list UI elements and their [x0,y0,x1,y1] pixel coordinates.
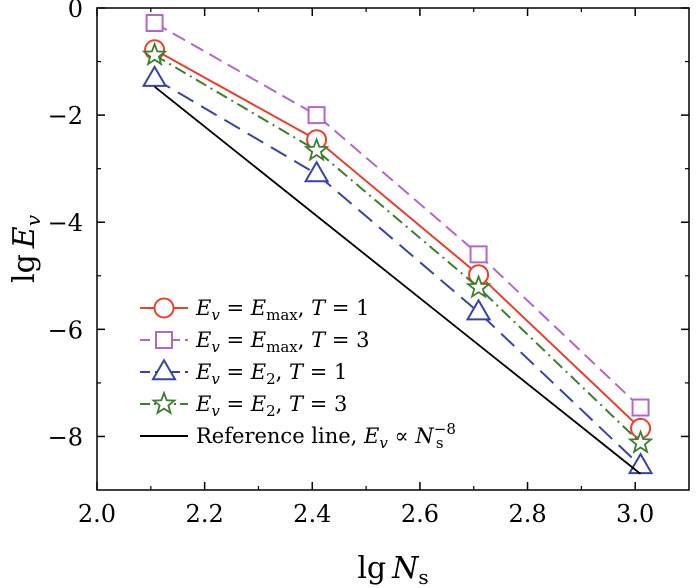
marker-square [307,106,326,125]
plot-area [96,7,690,491]
x-tick-label: 2.8 [508,500,546,528]
legend-item-4: Ev = E2, T = 3 [140,390,347,420]
marker-star [627,429,654,454]
marker-triangle [151,358,177,381]
marker-star [303,136,330,162]
marker-triangle [141,64,168,87]
series-line [154,48,642,430]
legend-label: Reference line, Ev ∝ N−8 s [196,420,456,452]
series-line [154,22,642,409]
y-tick-label: −8 [48,423,83,451]
marker-square [145,13,164,32]
y-tick-label: −2 [48,102,83,130]
marker-circle [153,297,175,319]
legend-label: Ev = Emax, T = 1 [195,296,369,324]
axis-titles: lg Ns lgEv [7,214,429,588]
marker-square [155,331,173,349]
x-tick-label: 2.4 [293,500,331,528]
x-tick-label: 2.2 [186,500,224,528]
marker-star [465,273,492,299]
legend-item-2: Ev = Emax, T = 3 [140,328,369,356]
marker-triangle [627,452,654,475]
series-line [154,77,642,467]
marker-triangle [303,160,330,183]
legend-label: Ev = E2, T = 1 [195,360,347,388]
x-tick-label: 3.0 [616,500,654,528]
marker-star [141,41,168,67]
marker-star [151,390,177,415]
legend: Ev = Emax, T = 1 Ev = Emax, T = 3 Ev = E2,… [140,296,456,452]
y-tick-label: −6 [48,316,83,344]
y-tick-label: −4 [48,209,83,237]
legend-label: Ev = E2, T = 3 [195,392,347,420]
series-line [154,86,642,475]
y-axis-title: lgEv [7,214,45,283]
x-axis-title: lg Ns [357,551,428,588]
legend-item-1: Ev = Emax, T = 1 [140,296,369,324]
legend-item-3: Ev = E2, T = 1 [140,358,347,388]
series-layer [141,13,654,475]
series-3 [141,64,654,475]
series-4 [141,41,654,454]
legend-label: Ev = Emax, T = 3 [195,328,369,356]
axis-ticks: 2.0 2.2 2.4 2.6 2.8 3.0 0 −2 −4 −6 −8 [48,0,689,528]
series-2 [145,13,650,417]
x-tick-label: 2.0 [78,500,116,528]
y-tick-label: 0 [68,0,83,23]
series-5 [154,86,642,475]
series-line [154,54,642,444]
x-tick-label: 2.6 [401,500,439,528]
marker-square [631,398,650,417]
marker-square [469,245,488,264]
marker-triangle [465,298,492,321]
plot-border [96,7,690,491]
legend-item-5: Reference line, Ev ∝ N−8 s [140,420,456,452]
